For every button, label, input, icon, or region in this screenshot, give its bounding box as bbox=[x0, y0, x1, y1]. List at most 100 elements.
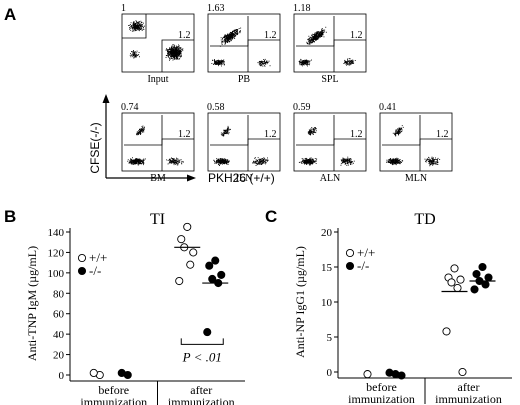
y-tick-label: 140 bbox=[48, 227, 65, 239]
data-point bbox=[397, 371, 406, 380]
data-point bbox=[470, 285, 479, 294]
data-point bbox=[211, 256, 220, 265]
flow-plot-dots bbox=[128, 20, 184, 61]
chart-title: TI bbox=[150, 211, 165, 228]
data-point bbox=[205, 261, 214, 270]
significance-annotation: P < .01 bbox=[182, 349, 222, 364]
legend-label: +/+ bbox=[89, 250, 107, 265]
y-tick-label: 40 bbox=[53, 329, 65, 341]
legend-label: -/- bbox=[357, 258, 369, 273]
category-label: immunization bbox=[348, 392, 415, 405]
flow-plot-pb: 1.63 1.2 PB bbox=[207, 3, 281, 85]
flow-plot-label: SPL bbox=[321, 74, 338, 85]
flow-plot-label: PB bbox=[238, 74, 251, 85]
flow-plot-iln: 0.58 1.2 ILN bbox=[207, 102, 281, 184]
category-label: before bbox=[98, 383, 129, 397]
chart-title: TD bbox=[414, 211, 435, 228]
legend-marker bbox=[345, 248, 355, 258]
panel-a-letter: A bbox=[4, 5, 16, 24]
panel-a-x-axis-label: PKH26 (+/+) bbox=[208, 171, 275, 185]
flow-plot-input: 1 1.2 Input bbox=[121, 3, 195, 85]
y-tick-label: 20 bbox=[321, 227, 333, 239]
flow-plot-dots bbox=[211, 27, 271, 67]
flow-plot-dots bbox=[213, 125, 269, 166]
data-point bbox=[458, 367, 467, 377]
category-label: immunization bbox=[435, 392, 502, 405]
flow-plot-gates bbox=[124, 115, 194, 171]
flow-plot-lower-right-value: 1.2 bbox=[350, 129, 363, 140]
y-tick-label: 120 bbox=[48, 247, 65, 259]
legend-marker bbox=[77, 266, 87, 276]
panel-c-letter: C bbox=[265, 207, 277, 226]
flow-plot-gates bbox=[122, 14, 194, 72]
category-label: after bbox=[458, 380, 480, 394]
panel-b-letter: B bbox=[4, 207, 16, 226]
significance-bracket bbox=[180, 338, 224, 345]
y-tick-label: 0 bbox=[327, 367, 333, 379]
data-point bbox=[177, 235, 186, 244]
y-tick-label: 20 bbox=[53, 350, 65, 362]
data-point bbox=[175, 276, 184, 286]
data-point bbox=[189, 248, 198, 257]
flow-plot-gates bbox=[382, 115, 452, 171]
data-point bbox=[217, 270, 226, 279]
legend-marker bbox=[77, 253, 87, 263]
flow-cytometry-grid: 11.2Input1.631.2PB1.181.2SPL0.741.2BM0.5… bbox=[121, 3, 453, 184]
category-label: immunization bbox=[168, 395, 235, 405]
flow-plot-aln: 0.59 1.2 ALN bbox=[293, 102, 367, 184]
flow-plot-frame bbox=[207, 112, 281, 172]
data-point bbox=[89, 368, 98, 378]
flow-plot-label: Input bbox=[147, 74, 168, 85]
flow-plot-dots bbox=[127, 125, 184, 166]
flow-plot-bm: 0.741.2BM bbox=[121, 102, 195, 184]
data-point bbox=[363, 370, 372, 379]
flow-plot-label: ALN bbox=[320, 173, 341, 184]
flow-plot-gates bbox=[210, 16, 280, 72]
y-tick-label: 10 bbox=[321, 297, 333, 309]
flow-plot-dots bbox=[298, 26, 356, 67]
flow-plot-dots bbox=[386, 125, 441, 167]
flow-plot-lower-right-value: 1.2 bbox=[264, 129, 277, 140]
flow-plot-upper-left-value: 0.58 bbox=[207, 102, 225, 113]
flow-plot-lower-right-value: 1.2 bbox=[350, 30, 363, 41]
y-tick-label: 80 bbox=[53, 288, 65, 300]
y-tick-label: 15 bbox=[321, 262, 333, 274]
flow-plot-upper-left-value: 0.41 bbox=[379, 102, 397, 113]
legend-label: -/- bbox=[89, 263, 101, 278]
flow-plot-upper-left-value: 0.59 bbox=[293, 102, 311, 113]
data-point bbox=[203, 328, 212, 337]
y-axis-label: Anti-NP IgG1 (µg/mL) bbox=[293, 246, 307, 358]
flow-plot-label: MLN bbox=[405, 173, 427, 184]
data-point bbox=[183, 222, 192, 231]
flow-plot-label: ILN bbox=[236, 173, 253, 184]
flow-plot-upper-left-value: 1 bbox=[121, 3, 126, 14]
data-point bbox=[385, 368, 394, 377]
flow-plot-gates bbox=[296, 115, 366, 171]
data-point bbox=[484, 273, 493, 282]
y-tick-label: 60 bbox=[53, 309, 65, 321]
y-tick-label: 5 bbox=[327, 332, 333, 344]
flow-plot-upper-left-value: 0.74 bbox=[121, 102, 139, 113]
flow-plot-mln: 0.41 1.2 MLN bbox=[379, 102, 453, 184]
flow-plot-lower-right-value: 1.2 bbox=[264, 30, 277, 41]
y-axis-label: Anti-TNP IgM (µg/mL) bbox=[25, 246, 39, 361]
flow-plot-lower-right-value: 1.2 bbox=[436, 129, 449, 140]
y-tick-label: 100 bbox=[48, 268, 65, 280]
data-point bbox=[481, 280, 490, 289]
flow-plot-upper-left-value: 1.18 bbox=[293, 3, 311, 14]
panel-a-axes bbox=[102, 94, 196, 182]
data-point bbox=[447, 278, 456, 287]
data-point bbox=[442, 327, 451, 336]
flow-plot-lower-right-value: 1.2 bbox=[178, 129, 191, 140]
data-point bbox=[472, 269, 481, 279]
legend-marker bbox=[345, 261, 355, 271]
flow-plot-upper-left-value: 1.63 bbox=[207, 3, 225, 14]
flow-plot-spl: 1.18 1.2 SPL bbox=[293, 3, 367, 85]
category-label: after bbox=[190, 383, 212, 397]
data-point bbox=[478, 262, 487, 272]
legend-label: +/+ bbox=[357, 245, 375, 260]
data-point bbox=[453, 283, 462, 293]
flow-plot-dots bbox=[298, 127, 355, 166]
data-point bbox=[456, 275, 465, 284]
